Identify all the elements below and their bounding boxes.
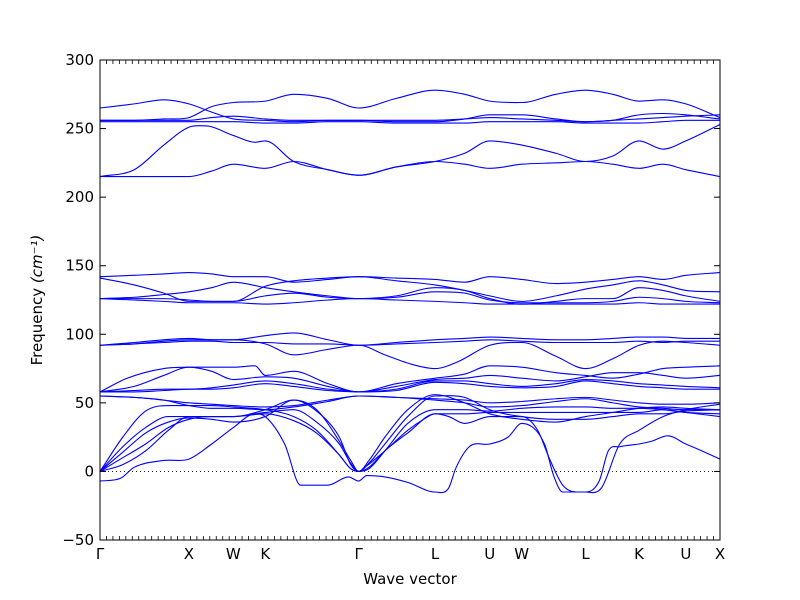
band-line-26 bbox=[99, 399, 721, 494]
y-axis-ticks: −50 0 50 100 150 200 250 300 bbox=[62, 51, 720, 549]
x-tick-label: Γ bbox=[96, 545, 105, 563]
band-line-5 bbox=[99, 123, 721, 178]
y-tick-label: 50 bbox=[75, 394, 94, 412]
band-line-3 bbox=[100, 112, 721, 123]
y-axis-label-unit-text: (cm⁻¹) bbox=[28, 235, 46, 284]
band-line-19 bbox=[99, 395, 721, 408]
x-axis-label: Wave vector bbox=[363, 570, 457, 588]
y-tick-label: 150 bbox=[65, 257, 94, 275]
band-lines bbox=[99, 89, 721, 494]
x-tick-label: U bbox=[484, 545, 495, 563]
band-line-7 bbox=[99, 272, 721, 285]
x-tick-label: U bbox=[680, 545, 691, 563]
y-axis-label: Frequency (cm⁻¹) bbox=[28, 235, 46, 366]
band-line-13 bbox=[99, 339, 720, 346]
x-tick-label: W bbox=[226, 545, 241, 563]
x-tick-label: W bbox=[514, 545, 529, 563]
band-line-18 bbox=[99, 380, 720, 393]
x-tick-label: X bbox=[184, 545, 194, 563]
y-tick-label: 0 bbox=[84, 462, 94, 480]
band-line-20 bbox=[99, 395, 720, 411]
x-tick-label: L bbox=[431, 545, 440, 563]
y-tick-label: 200 bbox=[65, 188, 94, 206]
y-tick-label: −50 bbox=[62, 531, 94, 549]
band-line-15 bbox=[99, 365, 721, 393]
band-line-10 bbox=[99, 291, 721, 304]
y-tick-label: 100 bbox=[65, 325, 94, 343]
band-line-22 bbox=[99, 409, 721, 472]
x-tick-label: K bbox=[634, 545, 645, 563]
band-line-24 bbox=[99, 394, 721, 472]
x-tick-label: X bbox=[715, 545, 725, 563]
x-tick-label: Γ bbox=[355, 545, 364, 563]
y-tick-label: 300 bbox=[65, 51, 94, 69]
band-line-11 bbox=[99, 298, 720, 305]
band-line-8 bbox=[99, 276, 721, 302]
x-tick-label: K bbox=[260, 545, 271, 563]
band-line-16 bbox=[99, 366, 721, 393]
band-line-1 bbox=[99, 99, 721, 123]
band-line-6 bbox=[100, 160, 721, 178]
x-tick-label: L bbox=[581, 545, 590, 563]
band-line-2 bbox=[100, 89, 721, 121]
band-line-9 bbox=[99, 281, 721, 305]
band-line-21 bbox=[99, 405, 721, 472]
band-line-12 bbox=[99, 332, 720, 346]
band-line-25 bbox=[99, 413, 721, 494]
band-line-4 bbox=[100, 119, 720, 124]
y-tick-label: 250 bbox=[65, 120, 94, 138]
band-line-14 bbox=[99, 339, 721, 370]
y-axis-label-text: Frequency bbox=[28, 288, 46, 366]
